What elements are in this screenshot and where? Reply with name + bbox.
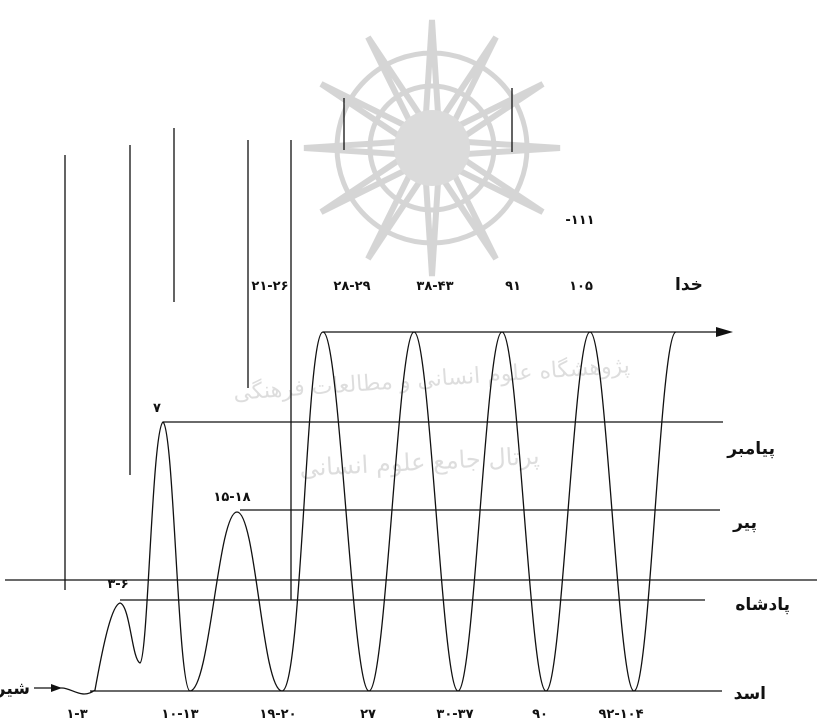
arrow-head-icon — [716, 327, 733, 337]
emblem-ray — [462, 138, 561, 158]
emblem-ray — [365, 35, 425, 127]
emblem-ring — [334, 50, 530, 246]
top-label-111: -۱۱۱ — [565, 213, 594, 228]
emblem-ray — [422, 19, 442, 118]
bottom-label-27: ۲۷ — [360, 707, 376, 722]
level-label-god: خدا — [675, 275, 703, 295]
emblem-ray — [453, 81, 545, 141]
top-label-91: ۹۱ — [505, 279, 521, 294]
emblem-ray — [365, 169, 425, 261]
peak-label-15-18: ۱۵-۱۸ — [213, 490, 250, 505]
watermark-emblem — [303, 19, 561, 277]
bottom-label-19-20: ۱۹-۲۰ — [259, 707, 296, 722]
emblem-center — [394, 110, 470, 186]
wave-curve — [61, 331, 677, 695]
emblem-ray — [439, 35, 499, 127]
emblem-ray — [319, 81, 411, 141]
peak-label-3-6: ۳-۶ — [107, 577, 128, 592]
bottom-label-10-13: ۱۰-۱۳ — [161, 707, 198, 722]
emblem-ray — [303, 138, 402, 158]
emblem-ray — [453, 155, 545, 215]
peak-label-7: ۷ — [153, 401, 161, 416]
top-label-38-43: ۳۸-۴۳ — [416, 279, 453, 294]
top-label-21-26: ۲۱-۲۶ — [251, 279, 288, 294]
watermark-line1: پژوهشگاه علوم انسانی و مطالعات فرهنگی — [233, 352, 631, 406]
emblem-ray — [422, 178, 442, 277]
level-label-pir: پیر — [732, 513, 757, 533]
bottom-label-92-104: ۹۲-۱۰۴ — [598, 707, 643, 722]
emblem-ring — [367, 83, 497, 213]
emblem-rays — [303, 19, 561, 277]
emblem-ray — [319, 155, 411, 215]
level-label-lion: شیر — [0, 679, 30, 699]
watermark-line2: پرتال جامع علوم انسانی — [299, 442, 540, 483]
level-label-asad: اسد — [734, 684, 766, 704]
top-label-28-29: ۲۸-۲۹ — [333, 279, 370, 294]
bottom-label-1-3: ۱-۳ — [66, 707, 87, 722]
level-label-king: پادشاه — [735, 595, 790, 615]
bottom-label-90: ۹۰ — [532, 707, 548, 722]
lion-arrow-icon — [51, 684, 62, 692]
top-label-105: ۱۰۵ — [569, 279, 593, 294]
bottom-label-30-37: ۳۰-۳۷ — [436, 707, 473, 722]
emblem-ray — [439, 169, 499, 261]
level-label-prophet: پیامبر — [726, 439, 775, 459]
